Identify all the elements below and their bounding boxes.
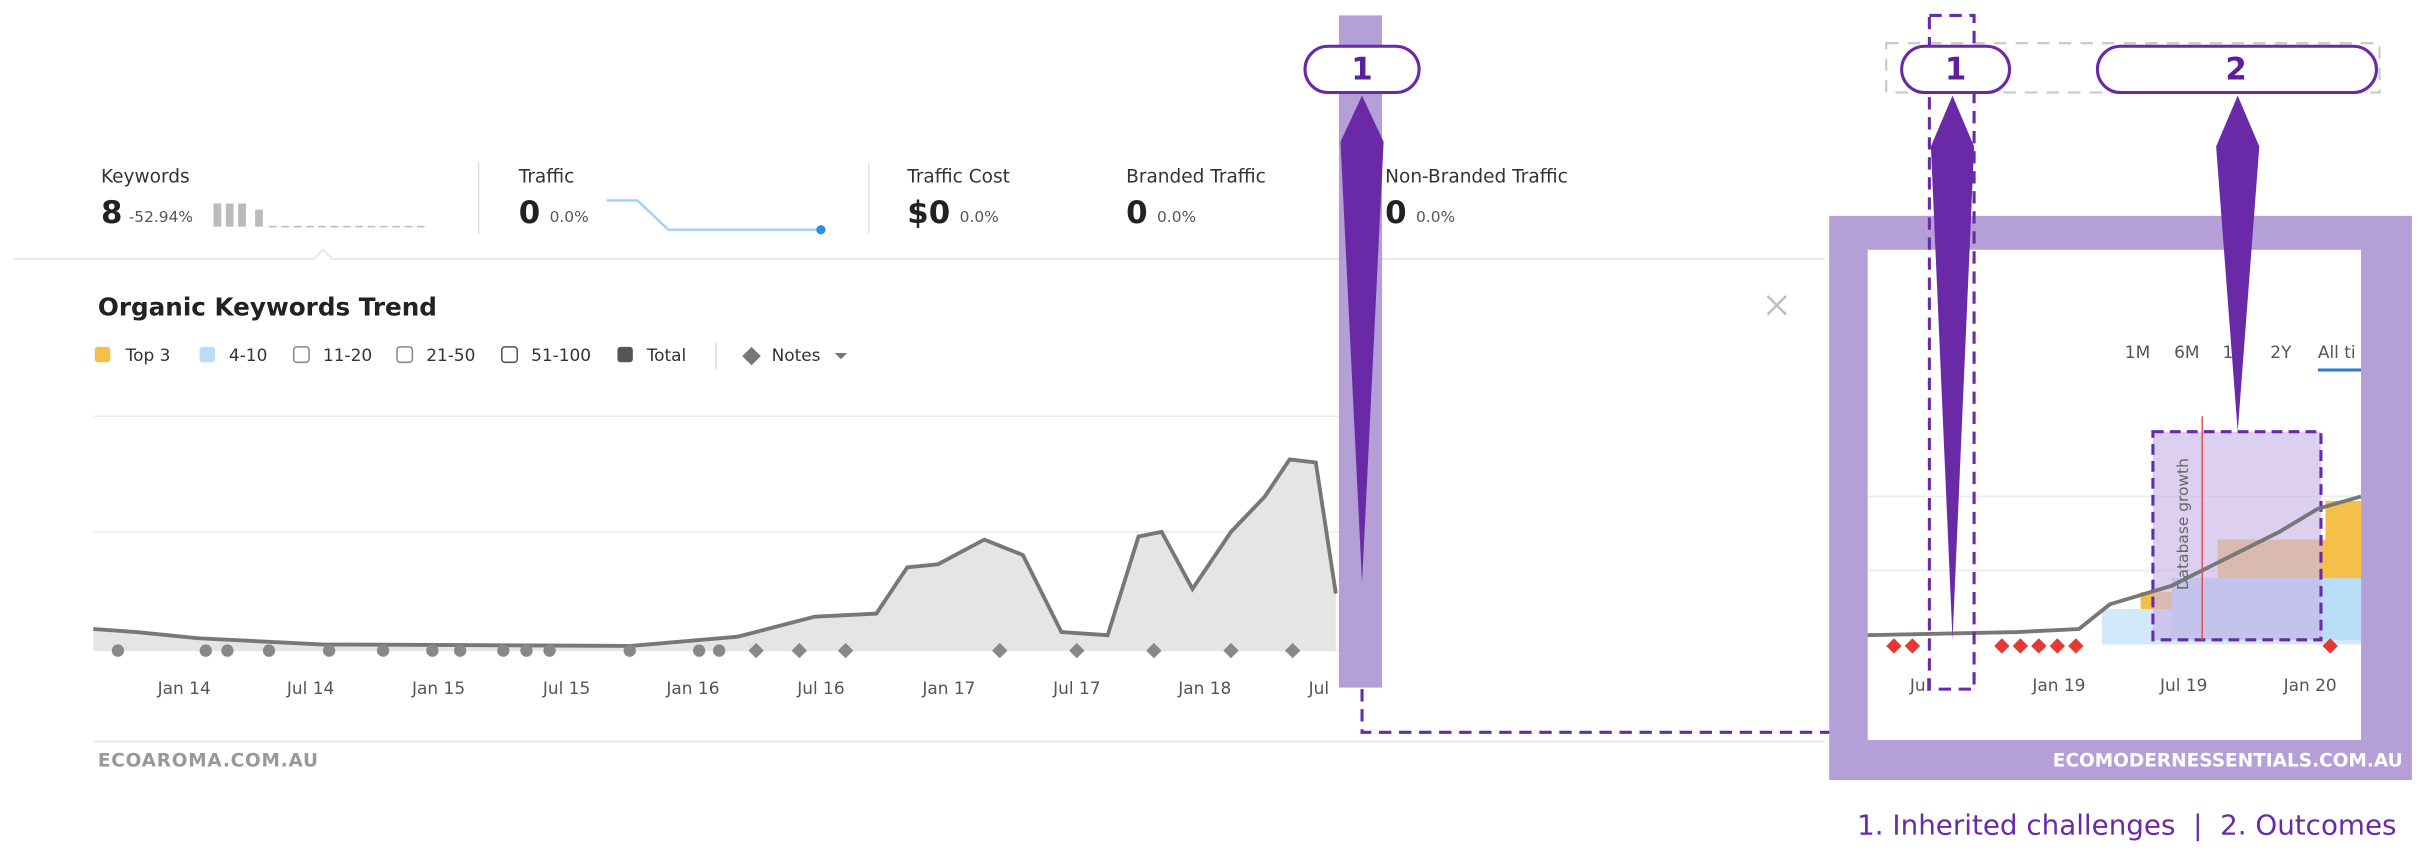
caption: 1. Inherited challenges | 2. Outcomes (1857, 808, 2396, 841)
x-label: Jul 19 (2159, 675, 2207, 695)
x-label: Jan 17 (921, 678, 975, 698)
challenge-box (1927, 13, 1976, 691)
x-label: Jul (1308, 678, 1329, 698)
trend-line (93, 457, 1338, 648)
x-label: Jan 19 (2031, 675, 2085, 695)
update-markers (1886, 638, 2338, 654)
callout-arrow (1930, 95, 1975, 640)
callout-pill (2095, 44, 2379, 95)
legend-label: 51-100 (531, 345, 591, 365)
site-label: ECOAROMA.COM.AU (98, 751, 319, 772)
x-label: Jan 15 (411, 678, 465, 698)
legend-box[interactable] (199, 346, 216, 363)
callout-number: 1 (1945, 51, 1966, 87)
range-button[interactable]: 2Y (2270, 342, 2292, 362)
mini-bars (213, 203, 263, 227)
metric-value: 8 (101, 195, 122, 231)
callout-arrow (1340, 95, 1384, 583)
legend-box[interactable] (501, 346, 518, 364)
legend: Top 3 4-10 11-20 21-50 51-100 Total Note… (94, 342, 848, 370)
x-label: Jan 14 (157, 678, 211, 698)
range-button[interactable]: 6M (2174, 342, 2199, 362)
close-icon[interactable] (1766, 295, 1787, 316)
legend-label: 11-20 (323, 345, 372, 365)
site-label: ECOMODERNESSENTIALS.COM.AU (2053, 751, 2403, 772)
metric-value: 0 (519, 195, 540, 231)
callout-number: 2 (2225, 51, 2246, 87)
legend-label[interactable]: Notes (772, 345, 821, 365)
outcome-box (2151, 430, 2323, 642)
legend-label: 4-10 (229, 345, 267, 365)
metric-change: 0.0% (960, 208, 999, 226)
x-label: Jan 20 (2283, 675, 2337, 695)
x-label: Jan 16 (665, 678, 719, 698)
metric-change: 0.0% (550, 208, 589, 226)
metric-label: Non-Branded Traffic (1385, 166, 1568, 187)
metric-label: Traffic Cost (906, 166, 1010, 187)
x-label: Jul (1909, 675, 1930, 695)
x-label: Jul 16 (796, 678, 844, 698)
notes-icon (742, 346, 761, 366)
metric-change: 0.0% (1157, 208, 1196, 226)
x-label: Jul 17 (1052, 678, 1100, 698)
panel-title: Organic Keywords Trend (98, 292, 437, 321)
x-axis: Jan 14 Jul 14 Jan 15 Jul 15 Jan 16 Jul 1… (157, 678, 1329, 698)
range-button[interactable]: 1M (2125, 342, 2150, 362)
x-label: Jul 14 (286, 678, 334, 698)
x-label: Jul 15 (542, 678, 590, 698)
x-axis: Jul Jan 19 Jul 19 Jan 20 (1909, 675, 2337, 695)
dropdown-caret (834, 353, 848, 360)
metric-label: Branded Traffic (1126, 166, 1266, 187)
callout-number: 1 (1351, 51, 1372, 87)
metric-label: Traffic (518, 166, 575, 187)
x-label: Jan 18 (1177, 678, 1231, 698)
annotation: Database growth (2174, 458, 2192, 590)
metric-value: 0 (1385, 195, 1406, 231)
metric-change: 0.0% (1416, 208, 1455, 226)
card-border (13, 248, 1825, 260)
metric-label: Keywords (101, 166, 190, 187)
metric-change: -52.94% (129, 208, 193, 226)
update-markers (111, 642, 1301, 659)
legend-box[interactable] (396, 346, 414, 364)
range-button[interactable]: All ti (2318, 342, 2356, 362)
callout-pill (1900, 44, 2012, 95)
legend-box[interactable] (617, 346, 633, 363)
legend-label: Top 3 (125, 345, 171, 365)
mini-trend (606, 199, 818, 231)
callout-arrow (2216, 95, 2260, 432)
legend-box[interactable] (292, 346, 310, 364)
legend-box[interactable] (94, 346, 111, 363)
legend-label: Total (646, 345, 687, 365)
metrics: Keywords 8 -52.94% Traffic 0 0.0% Traffi… (101, 161, 1568, 235)
callout-pill (1303, 44, 1421, 95)
trend-area (93, 459, 1336, 651)
metric-value: $0 (907, 195, 950, 231)
legend-label: 21-50 (426, 345, 475, 365)
trend-line (1867, 494, 2362, 638)
mini-dot (816, 225, 826, 235)
metric-value: 0 (1126, 195, 1147, 231)
